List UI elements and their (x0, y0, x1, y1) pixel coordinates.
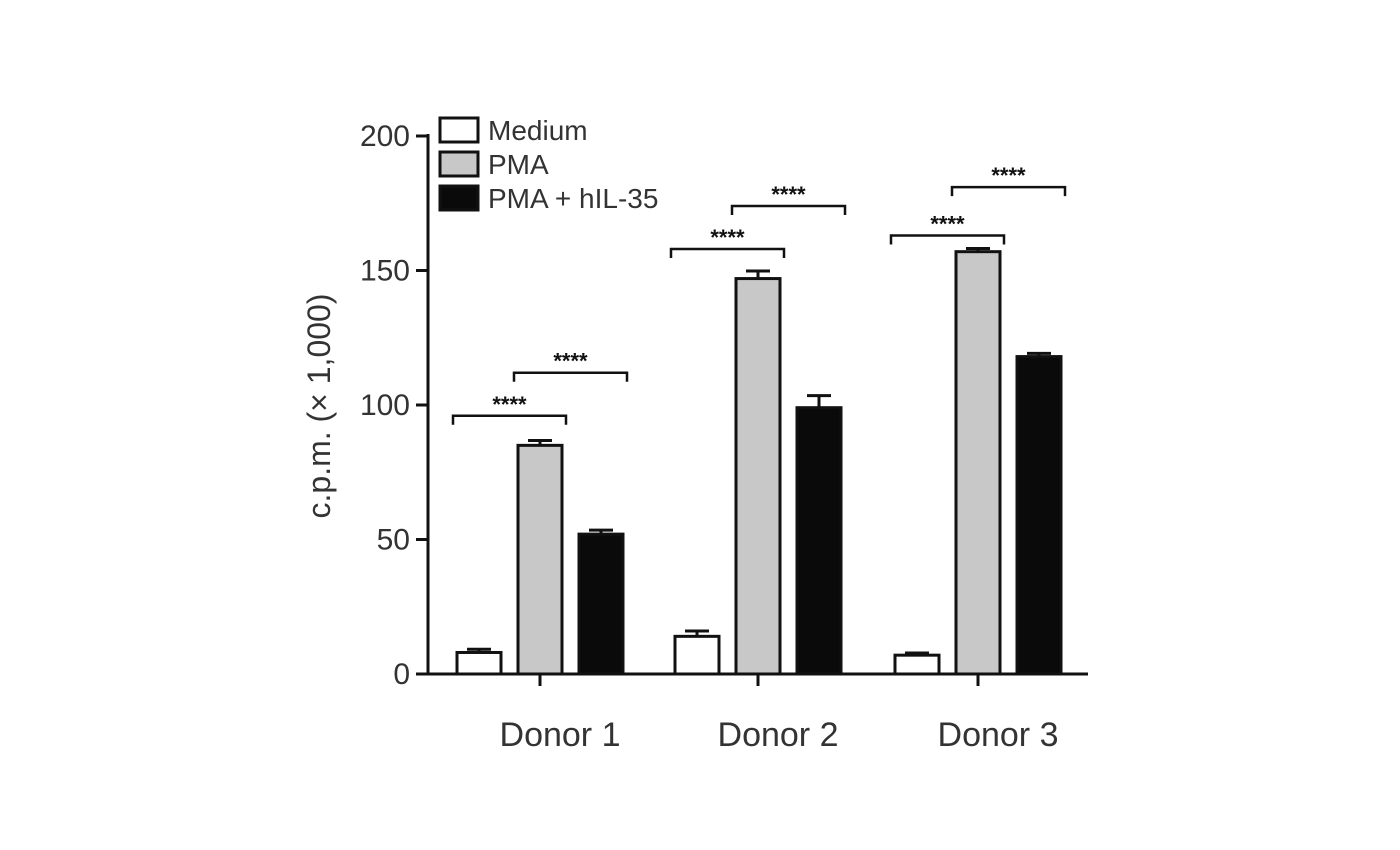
significance-bracket (669, 247, 786, 258)
significance-bracket (950, 185, 1067, 197)
significance-label: **** (710, 225, 745, 250)
bar (893, 653, 941, 676)
error-bars (467, 246, 1051, 656)
significance-bracket (451, 414, 568, 425)
legend-swatch (438, 184, 480, 212)
legend-label: PMA (488, 149, 549, 180)
y-tick-label: 100 (360, 389, 410, 422)
legend-label: Medium (488, 115, 588, 146)
legend-swatch (438, 150, 480, 178)
significance-bracket (512, 371, 629, 382)
y-tick-label: 200 (360, 120, 410, 153)
axes: 0 50 100 150 200 Donor 1 Donor 2 Donor 3 (360, 120, 1088, 754)
bar (795, 406, 843, 676)
bar (455, 650, 503, 676)
significance-bracket (889, 234, 1006, 245)
y-axis-title: c.p.m. (× 1,000) (301, 294, 337, 519)
x-category-label: Donor 2 (718, 716, 839, 754)
legend-swatch (438, 116, 480, 144)
bar (577, 532, 625, 676)
significance-label: **** (930, 212, 965, 237)
x-category-label: Donor 3 (938, 716, 1059, 754)
significance-label: **** (771, 182, 806, 207)
significance-brackets: **** **** **** **** **** **** (451, 163, 1067, 425)
bar (954, 250, 1002, 676)
legend-label: PMA + hIL-35 (488, 183, 658, 214)
y-tick-label: 0 (393, 658, 410, 691)
x-category-label: Donor 1 (500, 716, 621, 754)
bar (516, 443, 564, 676)
bar (1015, 355, 1063, 676)
y-tick-label: 50 (377, 524, 410, 557)
bar (673, 634, 721, 676)
significance-label: **** (492, 392, 527, 417)
bar (734, 277, 782, 676)
bars (455, 250, 1063, 676)
significance-label: **** (553, 349, 588, 374)
y-tick-label: 150 (360, 255, 410, 288)
significance-label: **** (991, 163, 1026, 188)
significance-bracket (730, 204, 847, 215)
